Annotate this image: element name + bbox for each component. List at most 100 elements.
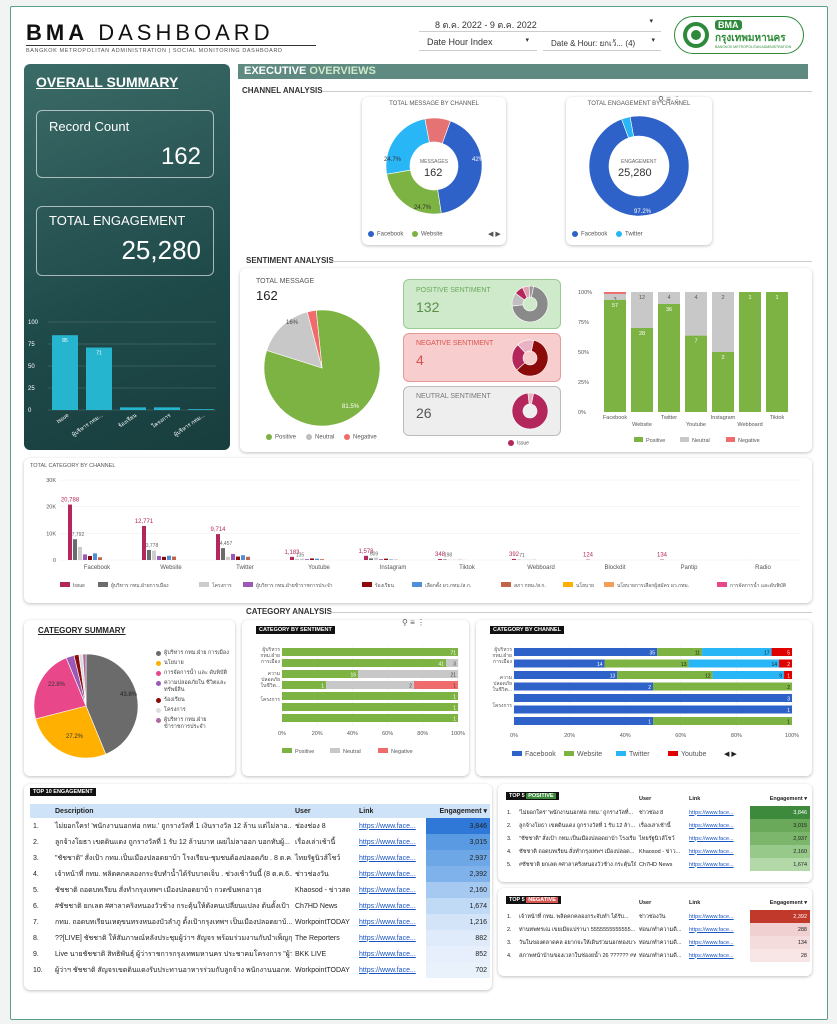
data-label: 71 [96, 351, 102, 357]
link-cell[interactable]: https://www.face... [359, 838, 416, 846]
link-cell[interactable]: https://www.face... [689, 926, 734, 933]
legend-swatch [378, 748, 388, 753]
positive-sentiment-label: POSITIVE SENTIMENT [416, 287, 491, 294]
table-header-row: User Link Engagement ▾ [504, 792, 810, 806]
stacked-bar [446, 659, 458, 667]
chart-title: TOTAL ENGAGEMENT BY CHANNEL [587, 101, 691, 107]
table-row[interactable]: 4. สภาพหน้าบ้านของเวลาในช่องยน้ำ 26 ?????… [504, 949, 810, 962]
bma-logo: BMA กรุงเทพมหานคร BANGKOK METROPOLITAN A… [674, 16, 804, 54]
link-cell[interactable]: https://www.face... [359, 966, 416, 974]
sort-desc-icon[interactable]: ▾ [483, 808, 487, 815]
link-cell[interactable]: https://www.face... [359, 886, 416, 894]
top5-negative-card: TOP 5 NEGATIVE User Link Engagement ▾ 1. เจ… [498, 888, 812, 976]
engagement-cell: 2,937 [426, 850, 490, 866]
column-header[interactable]: Link [359, 807, 374, 815]
top5-positive-card: TOP 5 POSITIVE User Link Engagement ▾ 1. 'ไ… [498, 784, 812, 882]
table-row[interactable]: 6. #ชัชชาติ ยกเลต #ศาลาคริงหนองวัวช้าง กร… [30, 898, 490, 914]
bar [157, 556, 161, 560]
date-hour-filter-dropdown[interactable]: Date & Hour: ยกเว้... (4) ▾ [543, 33, 661, 51]
column-header[interactable]: Engagement [769, 796, 803, 802]
table-row[interactable]: 9. Live นายชัชชาติ สิทธิพันธุ์ ผู้ว่าราชก… [30, 946, 490, 962]
message-channel-slice-3 [424, 117, 451, 144]
category-slice-6 [82, 653, 87, 707]
table-row[interactable]: 2. ลูกจ้างโยธา เขตดินแดง ถูกรางวัลที่ 1 ร… [504, 819, 810, 832]
column-header[interactable]: Link [689, 900, 701, 906]
date-range-picker[interactable]: 8 ต.ค. 2022 - 9 ต.ค. 2022 ▾ [419, 14, 661, 32]
link-cell[interactable]: https://www.face... [689, 835, 734, 842]
table-row[interactable]: 3. "ชัชชาติ" สั่งเป้า กทม.เป็นเมืองปลอดยา… [504, 832, 810, 845]
stacked-bar [358, 670, 458, 678]
legend-label: สภา กทม./ส.ก. [514, 583, 546, 589]
table-row[interactable]: 1. ไม่ยอกใคร! 'พนักงานนอกท่อ กทม.' ถูกราง… [30, 818, 490, 834]
category-label: Pantip [680, 565, 698, 571]
link-cell[interactable]: https://www.face... [359, 950, 416, 958]
legend-label: Website [577, 751, 602, 758]
table-row[interactable]: 8. ??[LIVE] ชัชชาติ ให้สัมภาษณ์หลังประชุม… [30, 930, 490, 946]
neutral-issue-slice-0 [511, 392, 549, 430]
table-row[interactable]: 7. กทม. ถอดบทเรียนเหตุขนทรงหนองบัวลำภู ตั… [30, 914, 490, 930]
link-cell[interactable]: https://www.face... [359, 918, 416, 926]
link-cell[interactable]: https://www.face... [689, 861, 734, 868]
link-cell[interactable]: https://www.face... [689, 822, 734, 829]
table-row[interactable]: 2. ท่านทพทรเณ เขยเมียแปรานา 5555555555555… [504, 923, 810, 936]
table-row[interactable]: 3. วันในของตลาดคล อยากจะให้เดินร่วมนอกทอง… [504, 936, 810, 949]
overall-summary-panel: OVERALL SUMMARY Record Count 162 TOTAL E… [24, 64, 230, 450]
legend-label: ร้องเรียน [375, 582, 395, 589]
user-cell: เรื่องเล่าเช้านี้ [295, 838, 336, 846]
legend-label: โครงการ [212, 582, 232, 589]
category-label: Tiktok [770, 415, 785, 421]
link-cell[interactable]: https://www.face... [359, 870, 416, 878]
chart-menu-icons[interactable]: ⚲ ≡ ⋮ [658, 95, 681, 104]
column-header[interactable]: Engagement [439, 808, 482, 815]
table-row[interactable]: 2. ลูกจ้างโยธา เขตดินแดง ถูกรางวัลที่ 1 ร… [30, 834, 490, 850]
link-cell[interactable]: https://www.face... [689, 809, 734, 816]
chart-title: TOTAL MESSAGE BY CHANNEL [389, 101, 479, 107]
engagement-cell: 2,160 [426, 882, 490, 898]
link-cell[interactable]: https://www.face... [689, 913, 734, 920]
column-header[interactable]: User [639, 796, 652, 802]
engagement-cell: 3,015 [426, 834, 490, 850]
table-row[interactable]: 4. ชัชชาติ ถอดบทเรียน สั่งทำกรุงเทพฯ เมือ… [504, 845, 810, 858]
column-header[interactable]: User [639, 900, 652, 906]
description-cell: ชัชชาติ ถอดบทเรียน สั่งทำกรุงเทพฯ เมืองป… [519, 848, 635, 855]
stacked-bar [604, 299, 626, 412]
stacked-bar [282, 659, 446, 667]
legend-item: การจัดการน้ำ และ ดับพิบัติ [156, 670, 234, 677]
sort-desc-icon[interactable]: ▾ [804, 796, 807, 802]
tick-label: 50% [578, 350, 589, 356]
table-row[interactable]: 4. เจ้าหน้าที่ กทม. พลิดคกคลองกระจับทำน้ำ… [30, 866, 490, 882]
table-row[interactable]: 5. #ชัชชาติ ยกเลต #ศาลาคริงหนองวัวช้าง กร… [504, 858, 810, 871]
category-label: Blockdit [604, 565, 625, 571]
column-header[interactable]: User [295, 807, 311, 815]
table-row[interactable]: 10. ผู้ว่าฯ ชัชชาติ สัญจรเขตดินแดงรับประท… [30, 962, 490, 978]
positive-issue-slice-0 [511, 286, 549, 323]
category-slice-0 [85, 653, 139, 755]
column-header[interactable]: Link [689, 796, 701, 802]
link-cell[interactable]: https://www.face... [359, 934, 416, 942]
link-cell[interactable]: https://www.face... [689, 848, 734, 855]
chart-menu-icons[interactable]: ⚲ ≡ ⋮ [402, 618, 425, 627]
row-index: 1. [33, 822, 39, 830]
link-cell[interactable]: https://www.face... [689, 952, 734, 959]
category-label: Instagram [711, 415, 736, 421]
sort-desc-icon[interactable]: ▾ [804, 900, 807, 906]
table-row[interactable]: 1. 'ไม่ยอกใคร' 'พนักงานนอกท่อ กทม.' ถูกรา… [504, 806, 810, 819]
neutral-issue-donut [511, 392, 549, 430]
legend-pager-icon[interactable]: ◀ ▶ [488, 231, 501, 238]
bar [384, 558, 388, 560]
data-label: 7 [694, 339, 697, 345]
legend-label: Positive [295, 749, 314, 755]
negative-sentiment-value: 4 [416, 352, 424, 368]
link-cell[interactable]: https://www.face... [359, 854, 416, 862]
tick-label: 80% [731, 733, 742, 739]
column-header[interactable]: Engagement [769, 900, 803, 906]
link-cell[interactable]: https://www.face... [359, 822, 416, 830]
legend-swatch [60, 582, 70, 587]
table-row[interactable]: 3. "ชัชชาติ" สั่งเป้า กทม.เป็นเมืองปลอดยา… [30, 850, 490, 866]
link-cell[interactable]: https://www.face... [359, 902, 416, 910]
table-row[interactable]: 5. ชัชชาติ ถอดบทเรียน สั่งทำกรุงเทพฯ เมือ… [30, 882, 490, 898]
date-hour-index-dropdown[interactable]: Date Hour Index ▾ [419, 33, 537, 51]
link-cell[interactable]: https://www.face... [689, 939, 734, 946]
column-header[interactable]: Description [55, 807, 94, 815]
table-row[interactable]: 1. เจ้าหน้าที่ กทม. พลิดคกคลองกระจับทำ ได… [504, 910, 810, 923]
